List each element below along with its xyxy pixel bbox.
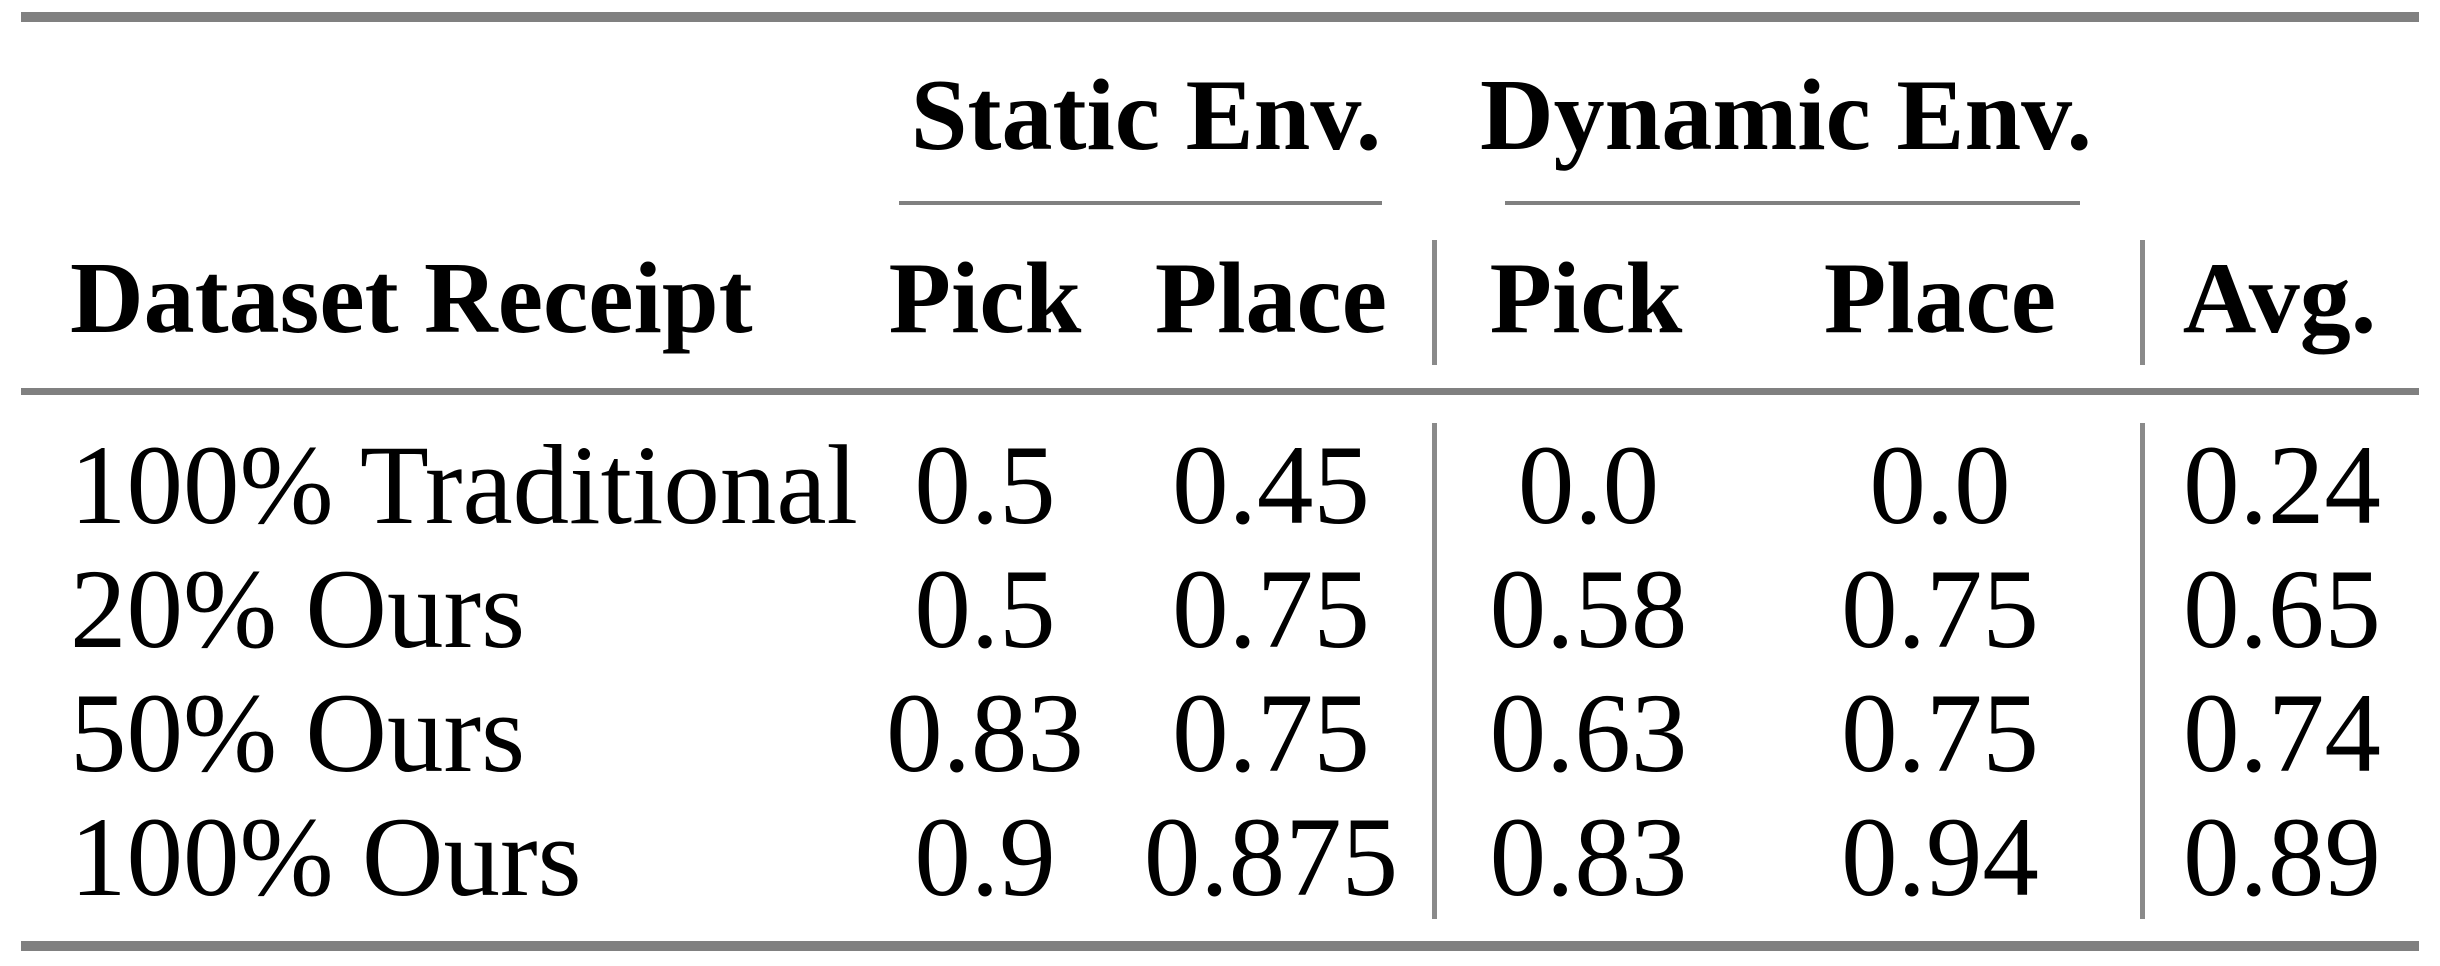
mid-rule xyxy=(21,388,2419,395)
table-body: 100% Traditional 0.5 0.45 0.0 0.0 0.24 2… xyxy=(21,395,2419,941)
cell-avg: 0.65 xyxy=(2140,547,2419,671)
cell-dynamic-pick: 0.0 xyxy=(1432,423,1740,547)
cell-avg: 0.89 xyxy=(2140,795,2419,919)
row-label: 50% Ours xyxy=(70,670,526,796)
cell-static-pick: 0.5 xyxy=(914,546,1056,672)
header-dynamic-pick-label: Pick xyxy=(1489,241,1683,355)
cell-avg: 0.24 xyxy=(2140,423,2419,547)
group-header-row: Static Env. Dynamic Env. xyxy=(21,22,2419,209)
cell-dynamic-pick: 0.63 xyxy=(1432,671,1740,795)
group-spacer-left xyxy=(21,22,860,209)
column-header-row: Dataset Receipt Pick Place Pick Place Av… xyxy=(21,209,2419,388)
column-separator xyxy=(1432,240,1437,365)
bottom-rule xyxy=(21,941,2419,951)
cell-avg: 0.74 xyxy=(2140,671,2419,795)
cell-static-place: 0.75 xyxy=(1172,670,1370,796)
cell-static-place: 0.75 xyxy=(1172,546,1370,672)
cell-static-place: 0.875 xyxy=(1143,794,1399,920)
header-static-pick: Pick xyxy=(888,241,1082,355)
cell-static-pick: 0.83 xyxy=(886,670,1084,796)
column-separator xyxy=(2140,240,2145,365)
static-env-group: Static Env. xyxy=(860,22,1432,209)
cell-static-pick: 0.9 xyxy=(914,794,1056,920)
cell-dynamic-place: 0.0 xyxy=(1869,422,2011,548)
row-label: 100% Traditional xyxy=(70,422,858,548)
header-dynamic-pick: Pick xyxy=(1432,209,1740,388)
cell-dynamic-pick: 0.58 xyxy=(1432,547,1740,671)
header-avg: Avg. xyxy=(2140,209,2419,388)
cell-dynamic-place: 0.75 xyxy=(1841,670,2039,796)
table-content: Static Env. Dynamic Env. Dataset Receipt… xyxy=(21,12,2419,951)
cell-static-pick: 0.5 xyxy=(914,422,1056,548)
dynamic-env-underline-rule xyxy=(1505,201,2080,205)
cell-dynamic-pick: 0.83 xyxy=(1432,795,1740,919)
dynamic-env-label: Dynamic Env. xyxy=(1479,58,2093,172)
group-spacer-right xyxy=(2140,22,2419,209)
row-label: 20% Ours xyxy=(70,546,526,672)
header-static-place: Place xyxy=(1154,241,1388,355)
top-rule xyxy=(21,12,2419,22)
header-avg-label: Avg. xyxy=(2182,241,2377,355)
cell-static-place: 0.45 xyxy=(1172,422,1370,548)
row-label: 100% Ours xyxy=(70,794,582,920)
header-dataset-receipt: Dataset Receipt xyxy=(70,241,753,355)
header-dynamic-place: Place xyxy=(1823,241,2057,355)
cell-dynamic-place: 0.94 xyxy=(1841,794,2039,920)
cell-dynamic-place: 0.75 xyxy=(1841,546,2039,672)
dynamic-env-group: Dynamic Env. xyxy=(1432,22,2140,209)
static-env-underline-rule xyxy=(899,201,1382,205)
static-env-label: Static Env. xyxy=(910,58,1382,172)
